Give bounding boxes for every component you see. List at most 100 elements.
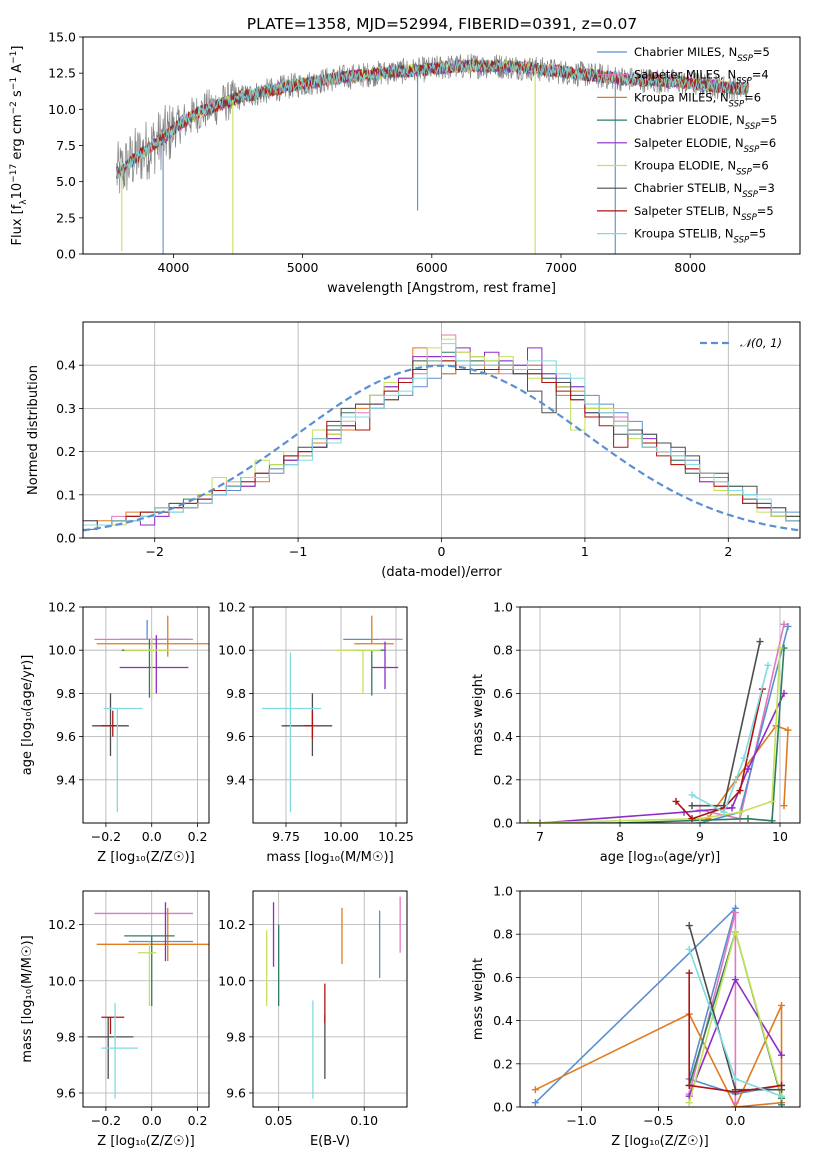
errorbar-point [261, 652, 322, 813]
y-label-part: −2 [9, 101, 19, 114]
legend-name: Salpeter ELODIE, N [634, 136, 744, 150]
x-tick-label: 0.0 [142, 829, 162, 844]
weight-marker [685, 922, 693, 930]
y-tick-label: 9.8 [226, 686, 246, 701]
plot-area [266, 896, 401, 1099]
legend-label: Salpeter MILES, NSSP=4 [634, 68, 769, 87]
y-axis-label: Normed distribution [26, 365, 41, 495]
errorbar-point [281, 693, 333, 757]
weight-marker [672, 797, 680, 805]
y-tick-label: 1.0 [493, 884, 513, 899]
weight-series [527, 647, 781, 823]
panel-age-vs-mass: 9.75 10.00 10.25 9.4 9.6 9.8 10.0 10.2 mass [log… [218, 600, 414, 866]
y-label-part: erg cm [10, 114, 25, 163]
x-tick-label: 9.75 [272, 829, 300, 844]
x-axis-label: (data-model)/error [381, 565, 502, 580]
x-tick-label: 10.25 [378, 829, 414, 844]
errorbar-point [101, 710, 118, 737]
weight-marker [778, 1051, 786, 1059]
x-tick-label: 0.0 [142, 1113, 162, 1128]
y-tick-label: 0.2 [493, 772, 513, 787]
weight-marker [736, 787, 744, 795]
weight-marker [736, 808, 744, 816]
y-label-part: −1 [9, 51, 19, 64]
weight-marker [728, 804, 736, 812]
y-tick-label: 9.6 [226, 729, 246, 744]
legend-sub: SSP [745, 122, 761, 132]
y-axis-label: mass [log₁₀(M/M☉)] [20, 935, 35, 1062]
errorbar-point [354, 649, 385, 696]
y-tick-label: 0.8 [493, 927, 513, 942]
y-label-part: λ [19, 199, 29, 205]
plot-area [87, 902, 209, 1099]
y-tick-label: 0.4 [493, 729, 513, 744]
weight-marker [731, 1099, 739, 1107]
y-tick-label: 0.1 [56, 487, 76, 502]
plot-area [116, 53, 749, 254]
weight-marker [764, 661, 772, 669]
y-tick-label: 15.0 [48, 30, 76, 45]
weight-marker [784, 622, 792, 630]
figure-title: PLATE=1358, MJD=52994, FIBERID=0391, z=0… [247, 15, 637, 33]
legend-name: Kroupa ELODIE, N [634, 159, 736, 173]
weight-series [691, 665, 769, 814]
weight-marker [784, 726, 792, 734]
x-tick-label: 10 [772, 829, 788, 844]
weight-marker [756, 638, 764, 646]
x-tick-label: −1 [289, 544, 307, 559]
panel-weight-vs-age: 7 8 9 10 0.0 0.2 0.4 0.6 0.8 1.0 age [log₁₀(age/yr… [471, 600, 801, 865]
legend-val: =5 [757, 204, 774, 218]
legend-name: Kroupa MILES, N [634, 90, 729, 104]
x-tick-label: −0.2 [91, 829, 121, 844]
y-tick-label: 9.6 [226, 1085, 246, 1100]
legend-sub: SSP [736, 77, 752, 87]
weight-marker [778, 1001, 786, 1009]
weight-marker [688, 802, 696, 810]
errorbar-point [303, 710, 314, 739]
y-tick-label: 1.0 [493, 600, 513, 615]
x-tick-label: 0 [438, 544, 446, 559]
errorbar-point [103, 707, 143, 813]
weight-series [699, 626, 789, 823]
weight-marker [524, 819, 532, 823]
panel-residuals: −2 −1 0 1 2 0.0 0.1 0.2 0.3 0.4 (data-model)/error… [26, 321, 801, 580]
legend-val: =3 [758, 181, 775, 195]
x-tick-label: 5000 [287, 260, 319, 275]
plot-area [92, 615, 209, 813]
legend-name: Chabrier ELODIE, N [634, 113, 745, 127]
axes-frame [82, 321, 801, 539]
weight-marker [780, 689, 788, 697]
y-tick-label: 9.8 [56, 686, 76, 701]
legend-name: Chabrier STELIB, N [634, 181, 742, 195]
x-axis-label: wavelength [Angstrom, rest frame] [327, 281, 556, 296]
x-tick-label: 4000 [158, 260, 190, 275]
errorbar-point [137, 941, 157, 1007]
x-axis-label: E(B-V) [310, 1134, 350, 1149]
weight-marker [778, 1092, 786, 1100]
axes-frame [519, 890, 801, 1108]
weight-marker [780, 802, 788, 810]
legend-sub: SSP [742, 190, 758, 200]
legend-sub: SSP [744, 145, 760, 155]
y-tick-label: 9.4 [56, 772, 76, 787]
x-axis-label: mass [log₁₀(M/M☉)] [266, 850, 393, 865]
legend-label: Salpeter STELIB, NSSP=5 [634, 204, 774, 223]
y-label-part: A [10, 64, 25, 77]
weight-marker [720, 808, 728, 816]
weight-marker [744, 765, 752, 773]
weight-series [535, 1005, 783, 1107]
axes-frame [519, 606, 801, 824]
y-tick-label: 9.6 [56, 1085, 76, 1100]
y-axis-label: mass weight [471, 674, 486, 756]
weight-marker [731, 909, 739, 917]
weight-marker [531, 1099, 539, 1107]
errorbar-point [354, 615, 394, 645]
legend-label: Chabrier MILES, NSSP=5 [634, 45, 770, 64]
legend-label: Chabrier STELIB, NSSP=3 [634, 181, 775, 200]
y-label-part: −1 [9, 77, 19, 90]
weight-marker [531, 1086, 539, 1094]
legend: 𝒩(0, 1) [700, 336, 782, 350]
y-tick-label: 0.8 [493, 643, 513, 658]
weight-marker [685, 1099, 693, 1107]
